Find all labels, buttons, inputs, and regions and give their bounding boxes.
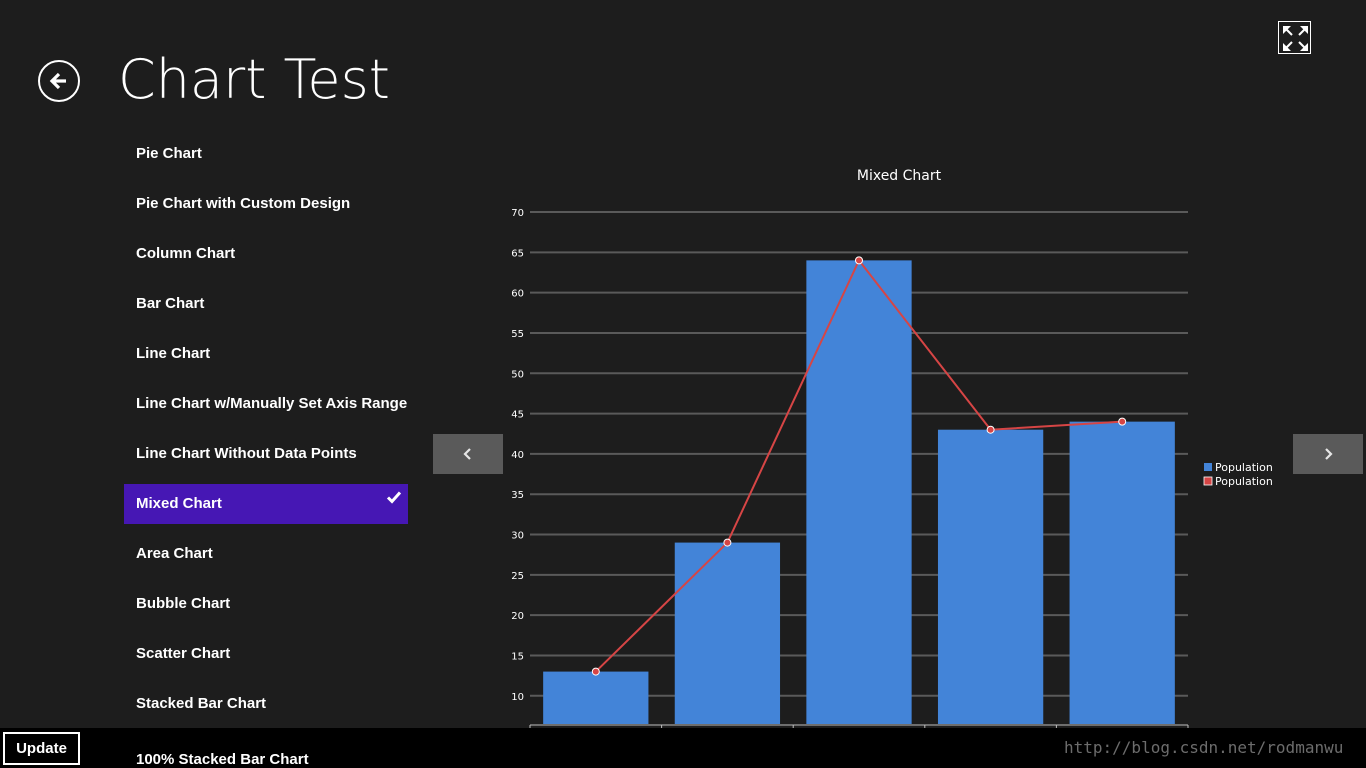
- nav-item-label: Column Chart: [136, 245, 236, 262]
- nav-item-line-chart-without-data-points[interactable]: Line Chart Without Data Points: [124, 434, 408, 474]
- nav-item-label: Line Chart Without Data Points: [136, 445, 357, 462]
- checkmark-icon: [386, 491, 402, 504]
- nav-item-label: Stacked Bar Chart: [136, 695, 267, 712]
- y-tick-label: 60: [511, 289, 524, 300]
- chart-title: Mixed Chart: [857, 168, 942, 184]
- y-tick-label: 10: [511, 692, 524, 703]
- nav-item-pie-chart-with-custom-design[interactable]: Pie Chart with Custom Design: [124, 184, 408, 224]
- y-tick-label: 30: [511, 531, 524, 542]
- legend-label: Population: [1215, 461, 1273, 474]
- line-point: [1118, 417, 1127, 426]
- y-tick-label: 65: [511, 248, 524, 259]
- watermark: http://blog.csdn.net/rodmanwu: [1064, 738, 1344, 757]
- y-tick-label: 15: [511, 651, 524, 662]
- nav-item-label: Bubble Chart: [136, 595, 231, 612]
- app-bar: [0, 728, 1366, 768]
- nav-item-column-chart[interactable]: Column Chart: [124, 234, 408, 274]
- y-tick-label: 40: [511, 450, 524, 461]
- nav-item-label: Line Chart w/Manually Set Axis Range: [136, 395, 408, 412]
- nav-item-label: Mixed Chart: [136, 495, 222, 512]
- nav-item-label: Area Chart: [136, 545, 213, 562]
- chevron-right-icon: [1325, 448, 1333, 460]
- chart-type-list: Pie Chart Pie Chart with Custom Design Col…: [124, 134, 408, 734]
- y-tick-label: 25: [511, 571, 524, 582]
- bar: [937, 429, 1044, 724]
- nav-item-mixed-chart[interactable]: Mixed Chart: [124, 484, 408, 524]
- fullscreen-expand-icon: [1283, 26, 1308, 51]
- nav-item-bar-chart[interactable]: Bar Chart: [124, 284, 408, 324]
- y-tick-label: 35: [511, 490, 524, 501]
- y-tick-label: 20: [511, 611, 524, 622]
- bar: [543, 671, 649, 724]
- nav-item-stacked-bar-chart[interactable]: Stacked Bar Chart: [124, 684, 408, 724]
- legend-swatch: [1204, 463, 1212, 471]
- y-tick-label: 55: [511, 329, 524, 340]
- update-button[interactable]: Update: [3, 732, 80, 765]
- nav-item-label: Scatter Chart: [136, 645, 231, 662]
- back-arrow-icon: [49, 72, 66, 90]
- page-title: Chart Test: [118, 48, 390, 111]
- nav-item-area-chart[interactable]: Area Chart: [124, 534, 408, 574]
- y-tick-label: 50: [511, 369, 524, 380]
- y-tick-label: 45: [511, 410, 524, 421]
- nav-item-label: Pie Chart: [136, 145, 202, 162]
- y-tick-label: 70: [511, 208, 524, 219]
- bar: [1069, 421, 1175, 724]
- line-point: [986, 425, 995, 434]
- nav-item-overflow[interactable]: 100% Stacked Bar Chart: [136, 751, 309, 768]
- line-point: [723, 538, 732, 547]
- next-chart-button[interactable]: [1293, 434, 1363, 474]
- nav-item-label: Pie Chart with Custom Design: [136, 195, 351, 212]
- nav-item-line-chart-w-manually-set-axis-range[interactable]: Line Chart w/Manually Set Axis Range: [124, 384, 408, 424]
- legend-swatch: [1203, 476, 1213, 486]
- bar: [674, 542, 781, 724]
- bar: [806, 260, 912, 724]
- legend-label: Population: [1215, 475, 1273, 488]
- chevron-left-icon: [463, 448, 471, 460]
- line-point: [855, 256, 863, 265]
- nav-item-pie-chart[interactable]: Pie Chart: [124, 134, 408, 174]
- fullscreen-button[interactable]: [1278, 21, 1311, 54]
- previous-chart-button[interactable]: [433, 434, 503, 474]
- nav-item-label: Bar Chart: [136, 295, 205, 312]
- nav-item-label: Line Chart: [136, 345, 211, 362]
- back-button[interactable]: [38, 60, 80, 102]
- nav-item-bubble-chart[interactable]: Bubble Chart: [124, 584, 408, 624]
- nav-item-line-chart[interactable]: Line Chart: [124, 334, 408, 374]
- line-point: [591, 667, 600, 676]
- nav-item-scatter-chart[interactable]: Scatter Chart: [124, 634, 408, 674]
